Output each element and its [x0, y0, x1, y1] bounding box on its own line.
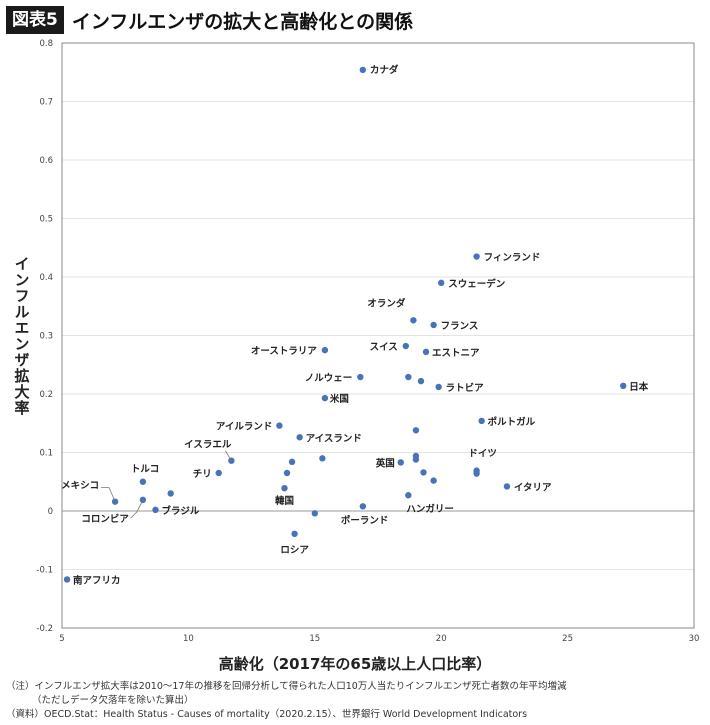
y-tick-label: 0.5	[39, 215, 53, 225]
point-label: アイルランド	[216, 422, 273, 433]
data-point	[152, 506, 159, 514]
data-point	[296, 434, 303, 441]
point-label: 韓国	[275, 495, 294, 507]
data-point	[276, 422, 283, 429]
data-point	[283, 469, 291, 477]
point-label: エストニア	[432, 348, 480, 359]
y-tick-label: 0.4	[39, 273, 53, 283]
point-label: ロシア	[280, 545, 309, 556]
leader-line	[225, 450, 232, 461]
data-point	[503, 483, 511, 490]
point-label: カナダ	[370, 64, 399, 76]
data-point	[412, 456, 420, 463]
point-label: 南アフリカ	[73, 574, 121, 586]
point-label: オーストラリア	[251, 346, 318, 357]
plot-frame	[61, 42, 695, 629]
data-point	[291, 530, 298, 538]
point-label: イスラエル	[184, 440, 232, 451]
x-axis-label: 高齢化（2017年の65歳以上人口比率）	[218, 655, 492, 673]
y-tick-label: 0.2	[39, 390, 53, 400]
point-label: 英国	[376, 457, 395, 469]
data-point	[359, 503, 367, 510]
chart-title: インフルエンザの拡大と高齢化との関係	[71, 10, 414, 33]
data-point	[405, 373, 412, 381]
leader-line	[130, 499, 144, 519]
figure-header: 図表5 インフルエンザの拡大と高齢化との関係	[6, 5, 413, 35]
y-tick-label: 0.3	[39, 332, 53, 342]
y-tick-label: 0	[48, 507, 53, 517]
data-point	[321, 394, 329, 402]
point-label: チリ	[193, 469, 212, 480]
data-point	[139, 478, 147, 485]
data-point	[422, 348, 430, 356]
y-tick-label: -0.1	[36, 566, 53, 576]
leader-line	[101, 487, 116, 502]
x-tick-label: 25	[562, 634, 573, 644]
data-point	[402, 342, 410, 350]
data-point	[311, 510, 318, 517]
x-tick-label: 5	[59, 634, 64, 644]
x-tick-label: 30	[689, 634, 700, 644]
point-label: ドイツ	[468, 449, 497, 460]
data-point	[478, 417, 485, 425]
data-point	[167, 490, 174, 497]
data-point	[430, 321, 437, 329]
point-label: ハンガリー	[406, 503, 454, 515]
y-axis-label-wrap: インフルエンザ拡大率	[10, 256, 34, 416]
data-point	[321, 346, 329, 354]
data-point	[417, 377, 425, 385]
data-point	[288, 458, 296, 466]
y-tick-label: 0.1	[39, 449, 53, 459]
point-label: トルコ	[131, 464, 159, 475]
x-tick-label: 10	[183, 634, 194, 644]
data-point	[430, 477, 437, 484]
point-label: フィンランド	[484, 253, 541, 264]
footnotes: （注）インフルエンザ拡大率は2010～17年の推移を回帰分析して得られた人口10…	[6, 680, 567, 722]
data-point	[412, 427, 420, 434]
data-point	[319, 455, 326, 462]
point-label: スウェーデン	[448, 278, 505, 290]
point-label: ラトビア	[446, 382, 485, 394]
data-point	[473, 470, 480, 477]
data-point	[435, 383, 442, 391]
note-line: （ただしデータ欠落年を除いた算出）	[32, 695, 194, 706]
x-tick-label: 20	[436, 634, 447, 644]
data-point	[357, 373, 364, 381]
point-label: ノルウェー	[305, 373, 353, 384]
point-label: アイスランド	[306, 433, 362, 444]
point-label: ポルトガル	[488, 416, 536, 428]
y-tick-label: 0.7	[39, 98, 53, 108]
data-point	[359, 66, 367, 74]
data-point	[215, 469, 222, 477]
y-tick-label: -0.2	[36, 624, 53, 634]
y-tick-label: 0.8	[39, 39, 53, 49]
x-tick-label: 15	[309, 634, 320, 644]
point-label: 日本	[629, 381, 649, 393]
data-point	[63, 576, 71, 583]
y-tick-label: 0.6	[39, 156, 53, 166]
data-point	[620, 382, 627, 390]
data-point	[397, 459, 404, 466]
source-line: （資料）OECD.Stat：Health Status - Causes of …	[6, 709, 528, 720]
point-label: コロンビア	[81, 513, 129, 525]
scatter-chart: -0.2 -0.1 0 0.1 0.2 0.3 0.4 0.5 0.6 0.7 0.8 5 10 15 20…	[36, 39, 700, 644]
data-point	[281, 484, 288, 492]
figure-badge: 図表5	[6, 6, 64, 34]
y-axis-label: インフルエンザ拡大率	[12, 256, 31, 416]
point-label: フランス	[441, 321, 479, 332]
point-label: 米国	[329, 393, 349, 405]
point-label: ブラジル	[162, 505, 200, 517]
point-label: メキシコ	[61, 481, 99, 492]
note-line: （注）インフルエンザ拡大率は2010～17年の推移を回帰分析して得られた人口10…	[6, 681, 567, 692]
point-label: オランダ	[367, 297, 406, 309]
data-point	[473, 253, 480, 260]
data-point	[410, 317, 417, 324]
point-label: スイス	[370, 342, 398, 353]
data-point	[405, 492, 412, 499]
data-point	[420, 469, 427, 476]
point-label: ポーランド	[341, 514, 389, 526]
data-point	[438, 279, 445, 287]
point-label: イタリア	[514, 481, 552, 493]
